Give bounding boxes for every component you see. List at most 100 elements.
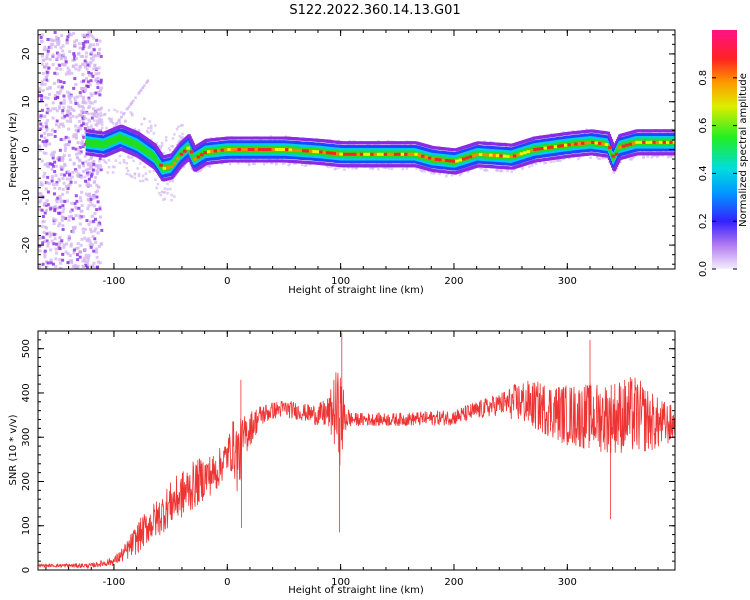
- heatmap-cell: [67, 114, 71, 118]
- heatmap-cell: [38, 244, 42, 248]
- heatmap-cell: [57, 177, 61, 181]
- heatmap-cell: [50, 162, 54, 166]
- heatmap-cell: [129, 102, 133, 106]
- heatmap-cell: [62, 181, 66, 185]
- heatmap-cell: [58, 266, 62, 269]
- heatmap-cell: [155, 170, 160, 174]
- heatmap-cell: [79, 127, 83, 131]
- heatmap-cell: [57, 211, 61, 215]
- heatmap-cell: [93, 217, 97, 221]
- heatmap-cell: [336, 143, 339, 146]
- heatmap-cell: [64, 60, 68, 64]
- heatmap-cell: [43, 45, 47, 49]
- heatmap-cell: [92, 180, 96, 184]
- heatmap-cell: [43, 201, 47, 205]
- heatmap-cell: [65, 177, 69, 181]
- heatmap-cell: [58, 123, 62, 127]
- heatmap-cell: [115, 110, 119, 113]
- heatmap-cell: [170, 145, 173, 148]
- heatmap-cell: [77, 68, 81, 72]
- heatmap-cell: [67, 94, 71, 98]
- heatmap-cell: [411, 162, 414, 165]
- spectrogram-heatmap: [38, 30, 675, 269]
- heatmap-cell: [90, 34, 94, 38]
- heatmap-cell: [38, 249, 42, 253]
- heatmap-cell: [88, 119, 92, 123]
- heatmap-cell: [164, 136, 168, 139]
- heatmap-cell: [90, 50, 94, 54]
- heatmap-cell: [84, 86, 88, 90]
- heatmap-cell: [79, 175, 83, 179]
- heatmap-cell: [120, 111, 123, 114]
- heatmap-cell: [499, 169, 503, 172]
- figure-title: S122.2022.360.14.13.G01: [289, 3, 460, 18]
- heatmap-cell: [73, 96, 77, 100]
- heatmap-cell: [368, 143, 372, 146]
- heatmap-cell: [113, 165, 116, 169]
- heatmap-cell: [480, 166, 483, 170]
- heatmap-cell: [54, 232, 58, 236]
- heatmap-cell: [87, 173, 90, 177]
- heatmap-cell: [44, 121, 48, 125]
- heatmap-cell: [48, 57, 52, 61]
- heatmap-cell: [166, 182, 169, 186]
- heatmap-cell: [162, 152, 165, 155]
- heatmap-cell: [281, 162, 285, 166]
- heatmap-cell: [55, 95, 59, 99]
- heatmap-cell: [45, 265, 49, 269]
- heatmap-cell: [543, 161, 546, 165]
- heatmap-cell: [61, 49, 65, 53]
- heatmap-cell: [59, 240, 63, 244]
- heatmap-cell: [65, 41, 69, 45]
- heatmap-cell: [86, 183, 90, 187]
- heatmap-cell: [39, 181, 43, 185]
- heatmap-cell: [87, 177, 91, 181]
- heatmap-cell: [45, 48, 49, 52]
- heatmap-cell: [59, 101, 63, 105]
- heatmap-cell: [117, 119, 120, 123]
- heatmap-cell: [51, 262, 55, 266]
- heatmap-cell: [69, 215, 73, 219]
- heatmap-cell: [583, 131, 587, 135]
- heatmap-cell: [303, 164, 307, 167]
- heatmap-cell: [80, 237, 84, 241]
- heatmap-cell: [126, 169, 130, 173]
- heatmap-cell: [139, 179, 142, 183]
- heatmap-cell: [90, 112, 93, 115]
- heatmap-cell: [89, 230, 93, 234]
- heatmap-cell: [42, 58, 46, 62]
- heatmap-cell: [96, 170, 100, 173]
- heatmap-cell: [68, 32, 72, 36]
- heatmap-cell: [82, 264, 86, 268]
- heatmap-cell: [60, 116, 64, 120]
- heatmap-cell: [87, 158, 90, 162]
- heatmap-cell: [187, 134, 191, 138]
- heatmap-cell: [62, 207, 66, 211]
- heatmap-cell: [521, 167, 524, 171]
- heatmap-cell: [92, 67, 96, 71]
- heatmap-cell: [81, 116, 85, 120]
- heatmap-cell: [86, 111, 89, 115]
- heatmap-cell: [594, 132, 598, 135]
- heatmap-cell: [187, 137, 191, 141]
- heatmap-cell: [198, 169, 202, 173]
- heatmap-cell: [49, 46, 53, 50]
- heatmap-cell: [292, 162, 296, 165]
- heatmap-cell: [46, 175, 50, 179]
- heatmap-cell: [49, 232, 53, 236]
- heatmap-cell: [67, 127, 71, 131]
- heatmap-cell: [42, 203, 46, 207]
- heatmap-cell: [58, 194, 62, 198]
- heatmap-cell: [41, 33, 45, 37]
- heatmap-cell: [134, 96, 137, 99]
- heatmap-cell: [51, 107, 55, 111]
- heatmap-cell: [45, 87, 49, 91]
- heatmap-cell: [445, 174, 448, 178]
- heatmap-cell: [50, 179, 54, 183]
- heatmap-cell: [73, 54, 77, 58]
- heatmap-cell: [68, 183, 72, 187]
- heatmap-cell: [80, 139, 84, 143]
- heatmap-cell: [56, 247, 60, 251]
- heatmap-cell: [60, 215, 64, 219]
- heatmap-cell: [628, 158, 632, 161]
